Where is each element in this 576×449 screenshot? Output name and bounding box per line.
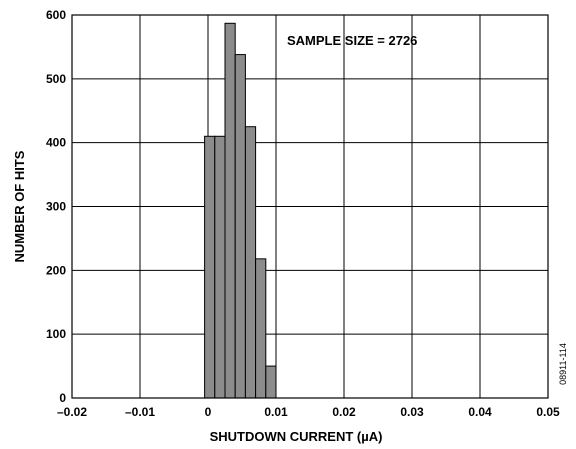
- histogram-bar: [255, 258, 267, 399]
- x-tick-label: 0.05: [536, 405, 560, 419]
- x-tick-label: 0.04: [468, 405, 492, 419]
- histogram-bar: [214, 135, 226, 399]
- histogram-bar: [265, 365, 277, 399]
- y-tick-label: 0: [59, 391, 66, 405]
- x-tick-label: 0.01: [264, 405, 288, 419]
- x-axis-label: SHUTDOWN CURRENT (µA): [210, 429, 383, 444]
- x-tick-label: –0.01: [125, 405, 155, 419]
- histogram-bar: [244, 126, 257, 399]
- x-tick-label: 0.03: [400, 405, 424, 419]
- x-tick-label: –0.02: [57, 405, 87, 419]
- plot-frame: [71, 14, 549, 399]
- figure-id: 08911-114: [558, 343, 568, 385]
- histogram-bar: [234, 54, 246, 399]
- y-tick-label: 300: [46, 200, 66, 214]
- grid: [72, 15, 548, 398]
- y-tick-label: 500: [46, 72, 66, 86]
- histogram-bars: [204, 22, 277, 399]
- y-tick-label: 400: [46, 136, 66, 150]
- x-tick-label: 0.02: [332, 405, 356, 419]
- y-tick-label: 200: [46, 263, 66, 277]
- sample-size-annotation: SAMPLE SIZE = 2726: [287, 33, 417, 48]
- y-axis-label: NUMBER OF HITS: [12, 150, 27, 262]
- y-tick-label: 100: [46, 327, 66, 341]
- y-tick-labels: 0 100 200 300 400 500 600: [46, 8, 66, 405]
- x-tick-labels: –0.02 –0.01 0 0.01 0.02 0.03 0.04 0.05: [57, 405, 560, 419]
- histogram-bar: [224, 22, 236, 399]
- histogram-bar: [204, 135, 216, 399]
- y-tick-label: 600: [46, 8, 66, 22]
- x-tick-label: 0: [205, 405, 212, 419]
